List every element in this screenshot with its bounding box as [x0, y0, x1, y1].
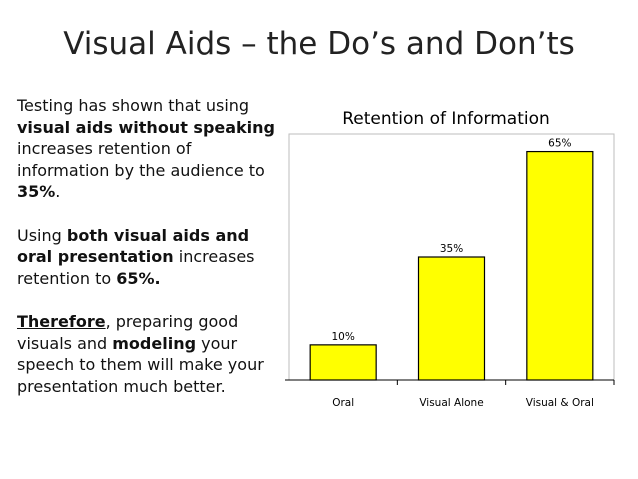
paragraph-visual-aids: Testing has shown that using visual aids…	[17, 96, 276, 202]
slide-title: Visual Aids – the Do’s and Don’ts	[63, 26, 575, 62]
paragraph-therefore: Therefore, preparing good visuals and mo…	[17, 311, 264, 396]
body-text: Testing has shown that using visual aids…	[17, 95, 285, 419]
data-label-3: 65%	[548, 138, 571, 150]
chart-title: Retention of Information	[342, 109, 550, 129]
data-label-1: 10%	[331, 331, 354, 343]
retention-chart: Retention of Information 10% Oral 35% Visua…	[285, 109, 615, 409]
bar-3	[526, 150, 594, 381]
x-tick-label-3: Visual & Oral	[526, 397, 594, 409]
data-label-2: 35%	[440, 243, 463, 255]
x-tick-label-1: Oral	[332, 397, 354, 409]
x-tick-label-2: Visual Alone	[419, 397, 483, 409]
bar-2	[417, 256, 486, 381]
plot-frame	[288, 133, 615, 380]
bar-1	[309, 344, 377, 381]
paragraph-both: Using both visual aids and oral presenta…	[17, 225, 255, 288]
